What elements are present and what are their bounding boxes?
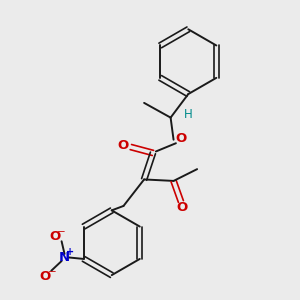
Text: N: N <box>59 251 70 264</box>
Text: O: O <box>118 139 129 152</box>
Text: O: O <box>175 132 187 145</box>
Text: +: + <box>66 247 74 257</box>
Text: O: O <box>40 269 51 283</box>
Text: −: − <box>57 227 66 237</box>
Text: O: O <box>50 230 61 243</box>
Text: −: − <box>47 267 56 277</box>
Text: O: O <box>177 201 188 214</box>
Text: H: H <box>184 108 193 121</box>
